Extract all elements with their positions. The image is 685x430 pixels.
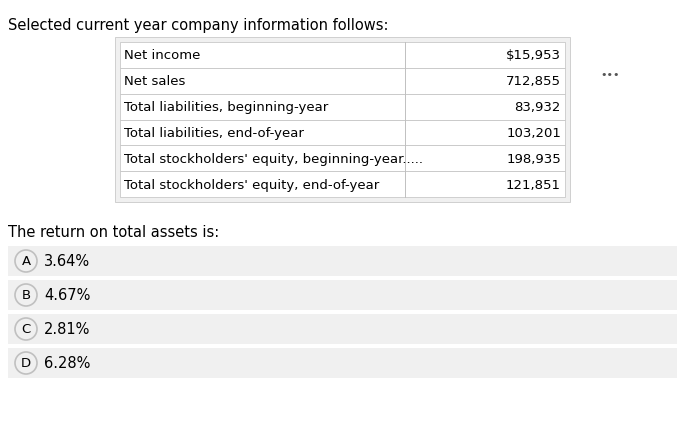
Text: Total stockholders' equity, end-of-year: Total stockholders' equity, end-of-year: [124, 178, 379, 191]
Text: Net sales: Net sales: [124, 75, 186, 88]
Text: D: D: [21, 356, 31, 370]
FancyBboxPatch shape: [120, 120, 565, 146]
FancyBboxPatch shape: [8, 246, 677, 276]
FancyBboxPatch shape: [120, 95, 565, 120]
FancyBboxPatch shape: [120, 172, 565, 197]
Text: 712,855: 712,855: [506, 75, 561, 88]
FancyBboxPatch shape: [120, 69, 565, 95]
FancyBboxPatch shape: [8, 314, 677, 344]
FancyBboxPatch shape: [8, 348, 677, 378]
Text: 103,201: 103,201: [506, 126, 561, 140]
Text: 4.67%: 4.67%: [44, 288, 90, 303]
Text: 121,851: 121,851: [506, 178, 561, 191]
Text: B: B: [21, 289, 31, 302]
Text: C: C: [21, 323, 31, 336]
Text: The return on total assets is:: The return on total assets is:: [8, 224, 219, 240]
Text: Total liabilities, beginning-year: Total liabilities, beginning-year: [124, 101, 328, 114]
Text: Selected current year company information follows:: Selected current year company informatio…: [8, 18, 388, 33]
Text: A: A: [21, 255, 31, 268]
Text: 83,932: 83,932: [514, 101, 561, 114]
FancyBboxPatch shape: [115, 38, 570, 203]
Text: 2.81%: 2.81%: [44, 322, 90, 337]
Text: $15,953: $15,953: [506, 49, 561, 62]
Text: Total liabilities, end-of-year: Total liabilities, end-of-year: [124, 126, 304, 140]
FancyBboxPatch shape: [120, 146, 565, 172]
Text: Net income: Net income: [124, 49, 201, 62]
FancyBboxPatch shape: [8, 280, 677, 310]
Text: 3.64%: 3.64%: [44, 254, 90, 269]
Text: 198,935: 198,935: [506, 152, 561, 166]
Text: 6.28%: 6.28%: [44, 356, 90, 371]
Text: Total stockholders' equity, beginning-year.....: Total stockholders' equity, beginning-ye…: [124, 152, 423, 166]
Text: •••: •••: [600, 70, 619, 80]
FancyBboxPatch shape: [120, 43, 565, 69]
